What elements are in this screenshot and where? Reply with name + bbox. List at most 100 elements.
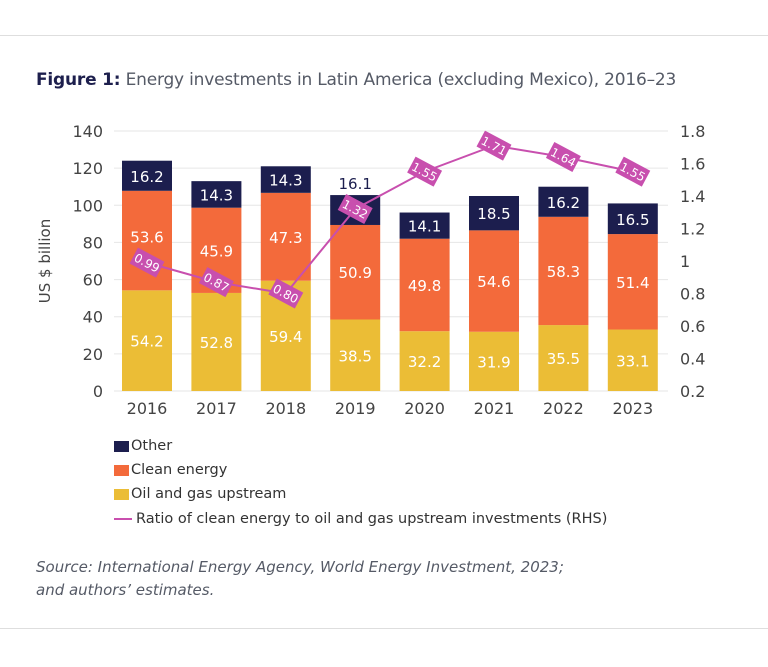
bar-value-label: 14.3 xyxy=(269,172,302,190)
bar-value-label: 16.5 xyxy=(616,211,649,229)
bar-value-label: 49.8 xyxy=(408,277,441,295)
y-tick-label: 80 xyxy=(83,233,103,252)
bar-oil xyxy=(191,292,242,391)
bar-clean xyxy=(260,192,311,281)
bar-value-label: 14.3 xyxy=(200,186,233,204)
ratio-marker xyxy=(198,267,234,298)
legend-swatch-oil xyxy=(114,488,129,500)
y-tick-label: 60 xyxy=(83,271,103,290)
y2-tick-label: 1.4 xyxy=(680,187,705,206)
legend-swatch-other xyxy=(114,440,129,452)
y2-tick-label: 1.2 xyxy=(680,220,705,239)
legend-swatch-clean xyxy=(114,464,129,476)
bar-value-label: 31.9 xyxy=(477,353,510,371)
bar-value-label: 18.5 xyxy=(477,205,510,223)
bar-clean xyxy=(399,238,450,332)
bar-other xyxy=(607,203,658,235)
legend-ratio: Ratio of clean energy to oil and gas ups… xyxy=(114,511,607,527)
y2-tick-label: 1 xyxy=(680,252,690,271)
bar-value-label: 16.2 xyxy=(547,194,580,212)
x-tick-label: 2021 xyxy=(474,399,515,418)
bar-value-label: 51.4 xyxy=(616,274,649,292)
bar-oil xyxy=(469,331,519,391)
ratio-marker xyxy=(476,130,512,161)
bar-clean xyxy=(469,230,519,332)
bar-value-label: 54.6 xyxy=(477,273,510,291)
y2-tick-label: 1.8 xyxy=(680,122,705,141)
ratio-marker xyxy=(129,247,165,278)
bar-value-label: 32.2 xyxy=(408,353,441,371)
bar-oil xyxy=(122,290,172,391)
y2-tick-label: 0.6 xyxy=(680,317,705,336)
bar-other xyxy=(260,166,311,193)
legend-clean: Clean energy xyxy=(114,462,227,478)
source-note: Source: International Energy Agency, Wor… xyxy=(36,556,564,602)
legend-label: Oil and gas upstream xyxy=(131,486,287,502)
y-tick-label: 140 xyxy=(72,122,103,141)
y2-tick-label: 0.2 xyxy=(680,382,705,401)
x-tick-label: 2020 xyxy=(404,399,445,418)
bar-value-label: 53.6 xyxy=(130,229,163,247)
source-line: Source: International Energy Agency, Wor… xyxy=(36,558,564,576)
ratio-marker xyxy=(615,156,651,187)
source-line: and authors’ estimates. xyxy=(36,581,215,599)
bar-value-label: 16.2 xyxy=(130,168,163,186)
chart-svg: 0 20 40 60 80 100 120 140 0.2 0.4 0.6 0.8 1 1.2 1.4 1.6… xyxy=(36,122,705,418)
bar-oil xyxy=(399,331,450,391)
bar-clean xyxy=(538,216,589,326)
bar-value-label: 59.4 xyxy=(269,328,302,346)
figure-label: Figure 1: xyxy=(36,70,121,90)
legend-label: Other xyxy=(131,438,173,454)
ratio-marker xyxy=(337,194,373,224)
bar-clean xyxy=(607,234,658,330)
bar-value-label: 47.3 xyxy=(269,229,302,247)
bar-value-label: 52.8 xyxy=(200,334,233,352)
y2-tick-label: 0.4 xyxy=(680,350,705,369)
bar-other xyxy=(469,196,519,231)
y2-tick-label: 1.6 xyxy=(680,155,705,174)
y-axis-label: US $ billion xyxy=(36,219,54,303)
bar-value-label: 33.1 xyxy=(616,352,649,370)
legend-line-ratio xyxy=(114,518,132,520)
bar-other xyxy=(122,160,172,191)
title-text: Energy investments in Latin America (exc… xyxy=(125,70,677,90)
legend-oil: Oil and gas upstream xyxy=(114,486,286,502)
x-tick-label: 2023 xyxy=(612,399,653,418)
bar-value-label: 50.9 xyxy=(338,264,371,282)
bar-other xyxy=(399,212,450,239)
bar-other xyxy=(191,181,242,208)
y-tick-label: 0 xyxy=(93,382,103,401)
x-tick-label: 2019 xyxy=(335,399,376,418)
legend-label: Clean energy xyxy=(131,462,228,478)
x-tick-label: 2017 xyxy=(196,399,237,418)
legend-other: Other xyxy=(114,438,172,454)
bar-value-label: 16.1 xyxy=(338,175,371,193)
y-tick-label: 20 xyxy=(83,345,103,364)
y-tick-label: 100 xyxy=(72,196,103,215)
bar-value-label: 58.3 xyxy=(547,263,580,281)
chart-title: Figure 1: Energy investments in Latin Am… xyxy=(36,70,676,90)
y-tick-label: 40 xyxy=(83,308,103,327)
ratio-marker xyxy=(407,156,443,187)
x-tick-label: 2022 xyxy=(543,399,584,418)
y-tick-label: 120 xyxy=(72,159,103,178)
x-tick-label: 2016 xyxy=(127,399,168,418)
bar-clean xyxy=(330,224,381,320)
y2-tick-label: 0.8 xyxy=(680,285,705,304)
ratio-marker xyxy=(545,142,581,172)
bar-oil xyxy=(538,325,589,391)
bar-oil xyxy=(607,329,658,391)
bar-value-label: 14.1 xyxy=(408,218,441,236)
x-tick-label: 2018 xyxy=(265,399,306,418)
bar-value-label: 54.2 xyxy=(130,333,163,351)
bar-clean xyxy=(122,190,172,291)
bottom-divider xyxy=(0,628,768,629)
bar-oil xyxy=(330,319,381,391)
ratio-marker xyxy=(268,278,304,309)
top-divider xyxy=(0,35,768,36)
legend-label: Ratio of clean energy to oil and gas ups… xyxy=(136,511,608,527)
bar-value-label: 35.5 xyxy=(547,350,580,368)
bar-other xyxy=(538,186,589,217)
bar-value-label: 38.5 xyxy=(338,347,371,365)
